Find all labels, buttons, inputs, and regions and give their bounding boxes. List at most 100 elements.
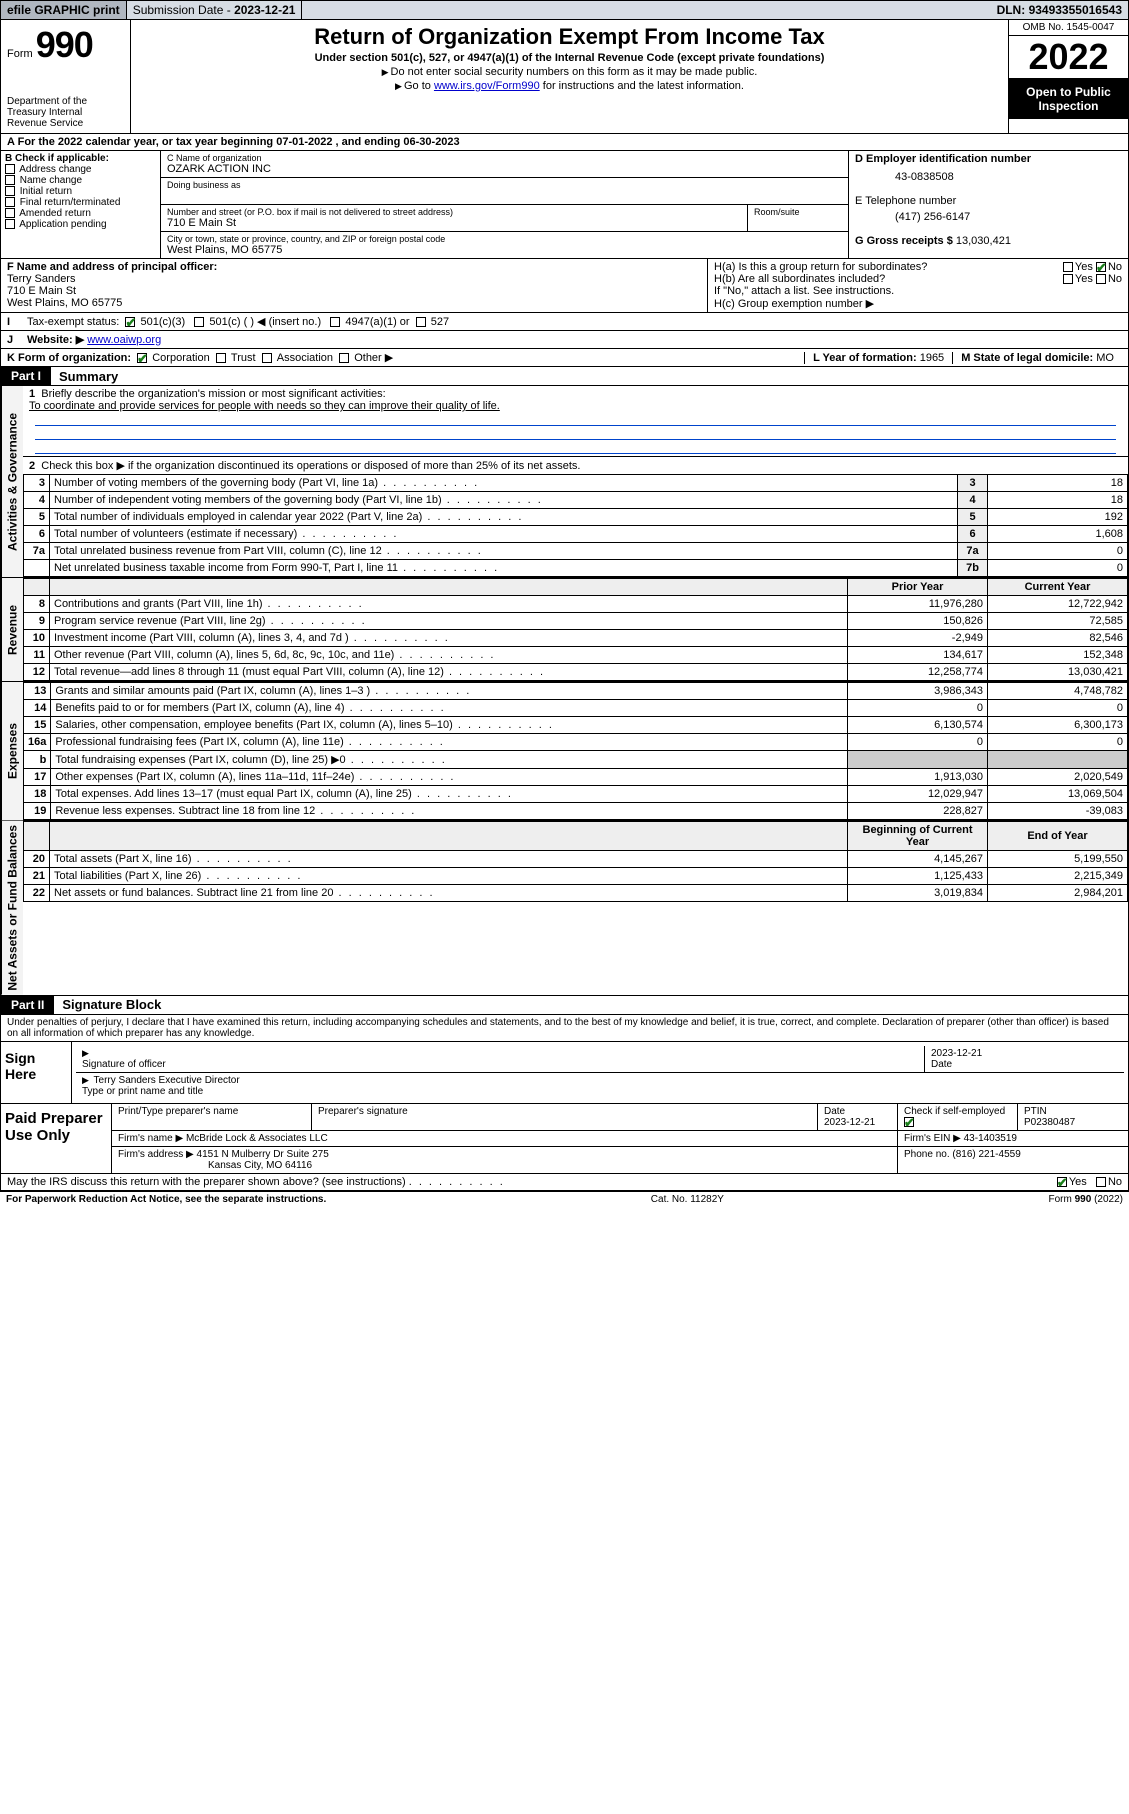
dba-label: Doing business as	[167, 180, 842, 190]
department-label: Department of the Treasury Internal Reve…	[7, 96, 124, 129]
netassets-table: Beginning of Current YearEnd of Year20To…	[23, 821, 1128, 902]
paid-preparer-right: Print/Type preparer's name Preparer's si…	[111, 1104, 1128, 1173]
opt-assoc: Association	[277, 352, 333, 364]
assoc-checkbox[interactable]	[262, 353, 272, 363]
table-header: Prior YearCurrent Year	[24, 579, 1128, 596]
rowA-mid: , and ending	[336, 136, 404, 148]
part2-badge: Part II	[1, 996, 54, 1014]
discuss-no-checkbox[interactable]	[1096, 1177, 1106, 1187]
table-row: 4Number of independent voting members of…	[24, 492, 1128, 509]
colB-checkbox[interactable]	[5, 208, 15, 218]
paid-preparer-grid: Paid Preparer Use Only Print/Type prepar…	[1, 1103, 1128, 1173]
527-checkbox[interactable]	[416, 317, 426, 327]
colB-item: Initial return	[5, 186, 156, 197]
hb-no-checkbox[interactable]	[1096, 274, 1106, 284]
hb-yes-checkbox[interactable]	[1063, 274, 1073, 284]
firm-ein-value: 43-1403519	[964, 1133, 1017, 1144]
side-expenses: Expenses	[1, 682, 23, 820]
page-footer: For Paperwork Reduction Act Notice, see …	[0, 1191, 1129, 1207]
officer-name-line: Terry Sanders Executive Director Type or…	[76, 1073, 1124, 1099]
instruction-1: Do not enter social security numbers on …	[137, 66, 1002, 78]
table-row: 10Investment income (Part VIII, column (…	[24, 630, 1128, 647]
colB-checkbox[interactable]	[5, 164, 15, 174]
preparer-row1: Print/Type preparer's name Preparer's si…	[112, 1104, 1128, 1131]
opt-trust: Trust	[231, 352, 256, 364]
self-employed-checkbox[interactable]	[904, 1117, 914, 1127]
form-subtitle: Under section 501(c), 527, or 4947(a)(1)…	[137, 52, 1002, 64]
efile-print-button[interactable]: efile GRAPHIC print	[1, 1, 127, 19]
opt-other: Other ▶	[354, 351, 393, 364]
revenue-table: Prior YearCurrent Year8Contributions and…	[23, 578, 1128, 681]
col-d-right: D Employer identification number 43-0838…	[848, 151, 1128, 258]
state-label: M State of legal domicile:	[961, 352, 1096, 364]
colB-item: Final return/terminated	[5, 197, 156, 208]
sig-officer-label: Signature of officer	[82, 1059, 166, 1070]
irs-link[interactable]: www.irs.gov/Form990	[434, 80, 540, 92]
hb-row: H(b) Are all subordinates included? Yes …	[714, 273, 1122, 285]
paid-preparer-label: Paid Preparer Use Only	[1, 1104, 111, 1173]
colB-checkbox[interactable]	[5, 219, 15, 229]
part1-title: Summary	[51, 369, 118, 384]
form-title: Return of Organization Exempt From Incom…	[137, 24, 1002, 50]
submission-label: Submission Date -	[133, 3, 234, 17]
row-f-h: F Name and address of principal officer:…	[0, 259, 1129, 313]
colB-checkbox[interactable]	[5, 186, 15, 196]
p-name-label: Print/Type preparer's name	[112, 1104, 312, 1130]
section-expenses: Expenses 13Grants and similar amounts pa…	[0, 682, 1129, 821]
4947-checkbox[interactable]	[330, 317, 340, 327]
col-b-checkboxes: B Check if applicable: Address change Na…	[1, 151, 161, 258]
i-label: Tax-exempt status:	[27, 316, 119, 328]
omb-number: OMB No. 1545-0047	[1009, 20, 1128, 36]
state-domicile: M State of legal domicile: MO	[952, 352, 1122, 364]
street-row: Number and street (or P.O. box if mail i…	[161, 205, 848, 232]
side-governance: Activities & Governance	[1, 386, 23, 577]
website-link[interactable]: www.oaiwp.org	[87, 334, 161, 346]
corp-checkbox[interactable]	[137, 353, 147, 363]
row-i-tax-status: I Tax-exempt status: 501(c)(3) 501(c) ( …	[0, 313, 1129, 331]
section-governance: Activities & Governance 1 Briefly descri…	[0, 386, 1129, 578]
discuss-yes-checkbox[interactable]	[1057, 1177, 1067, 1187]
501c3-checkbox[interactable]	[125, 317, 135, 327]
org-name-cell: C Name of organization OZARK ACTION INC	[161, 151, 848, 178]
dln-label: DLN:	[997, 3, 1029, 17]
table-row: 11Other revenue (Part VIII, column (A), …	[24, 647, 1128, 664]
phone-label: Phone no.	[904, 1149, 952, 1160]
signature-block: Under penalties of perjury, I declare th…	[0, 1015, 1129, 1191]
opt-corp: Corporation	[152, 352, 209, 364]
expenses-table: 13Grants and similar amounts paid (Part …	[23, 682, 1128, 820]
gross-value: 13,030,421	[956, 235, 1011, 247]
colB-header: B Check if applicable:	[5, 153, 109, 164]
city-cell: City or town, state or province, country…	[161, 232, 848, 258]
ha-no-checkbox[interactable]	[1096, 262, 1106, 272]
table-row: 14Benefits paid to or for members (Part …	[24, 700, 1128, 717]
ha-yes-checkbox[interactable]	[1063, 262, 1073, 272]
ptin-value: P02380487	[1024, 1117, 1075, 1128]
principal-officer: F Name and address of principal officer:…	[1, 259, 708, 312]
ein-label: D Employer identification number	[855, 153, 1031, 165]
p-sig-label: Preparer's signature	[312, 1104, 818, 1130]
phone-value: (816) 221-4559	[952, 1149, 1020, 1160]
sign-here-grid: Sign Here Signature of officer 2023-12-2…	[1, 1041, 1128, 1103]
ein-value: 43-0838508	[895, 171, 1122, 183]
form-header: Form 990 Department of the Treasury Inte…	[0, 20, 1129, 134]
opt-501c3: 501(c)(3)	[141, 316, 186, 328]
table-row: 6Total number of volunteers (estimate if…	[24, 526, 1128, 543]
trust-checkbox[interactable]	[216, 353, 226, 363]
501c-checkbox[interactable]	[194, 317, 204, 327]
opt-4947: 4947(a)(1) or	[345, 316, 409, 328]
street-label: Number and street (or P.O. box if mail i…	[167, 207, 741, 217]
sig-date-value: 2023-12-21	[931, 1048, 982, 1059]
tax-year: 2022	[1009, 36, 1128, 79]
colB-checkbox[interactable]	[5, 175, 15, 185]
footer-mid: Cat. No. 11282Y	[651, 1194, 724, 1205]
j-label: Website: ▶	[27, 333, 84, 346]
other-checkbox[interactable]	[339, 353, 349, 363]
year-formation-value: 1965	[920, 352, 944, 364]
colB-checkbox[interactable]	[5, 197, 15, 207]
row-k-org-form: K Form of organization: Corporation Trus…	[0, 349, 1129, 367]
table-row: 7aTotal unrelated business revenue from …	[24, 543, 1128, 560]
table-row: 13Grants and similar amounts paid (Part …	[24, 683, 1128, 700]
year-formation: L Year of formation: 1965	[804, 352, 952, 364]
instr2-post: for instructions and the latest informat…	[543, 80, 744, 92]
table-row: 12Total revenue—add lines 8 through 11 (…	[24, 664, 1128, 681]
